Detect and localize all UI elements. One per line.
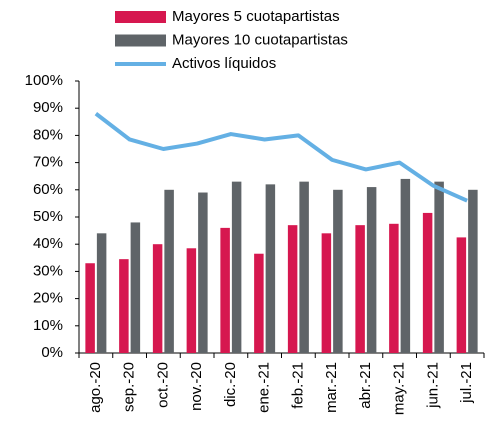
bar <box>287 225 298 353</box>
y-tick-label: 10% <box>33 317 63 334</box>
x-tick-label: mar.-21 <box>323 362 340 413</box>
bar <box>422 212 433 353</box>
bar <box>389 223 399 353</box>
bar <box>468 189 478 353</box>
bar <box>231 181 242 353</box>
bar <box>85 263 95 353</box>
y-tick-label: 20% <box>33 290 63 307</box>
bar <box>254 253 264 353</box>
bar <box>366 187 377 353</box>
x-tick-label: oct.-20 <box>154 362 171 408</box>
y-tick-label: 30% <box>33 262 63 279</box>
x-tick-label: feb.-21 <box>289 362 306 409</box>
legend-label: Mayores 5 cuotapartistas <box>172 8 340 25</box>
line <box>94 112 468 203</box>
x-tick-label: sep.-20 <box>121 362 138 412</box>
bar <box>198 192 208 353</box>
x-tick-label: nov.-20 <box>188 362 205 411</box>
y-tick-label: 60% <box>33 181 63 198</box>
y-tick-label: 90% <box>33 99 63 116</box>
bar <box>333 189 343 353</box>
bar <box>186 248 197 353</box>
bar <box>456 237 467 353</box>
y-tick-label: 0% <box>41 344 63 361</box>
y-tick-label: 70% <box>33 154 63 171</box>
bar <box>265 184 276 353</box>
x-tick-label: ago.-20 <box>87 362 104 413</box>
bar <box>152 244 163 353</box>
bar <box>400 178 411 353</box>
y-tick-label: 40% <box>33 235 63 252</box>
y-tick-label: 50% <box>33 208 63 225</box>
y-tick-label: 100% <box>25 72 63 89</box>
bar <box>96 233 107 353</box>
legend-swatch <box>115 34 166 47</box>
x-tick-label: abr.-21 <box>357 362 374 409</box>
bar <box>355 225 365 353</box>
legend-swatch <box>115 11 166 23</box>
x-tick-label: jul.-21 <box>458 362 475 404</box>
legend-label: Activos líquidos <box>172 55 276 72</box>
x-tick-label: jun.-21 <box>424 362 441 409</box>
bar <box>299 181 309 353</box>
bar <box>119 259 129 353</box>
y-tick-label: 80% <box>33 126 63 143</box>
x-tick-label: ene.-21 <box>256 362 273 413</box>
x-tick-label: may.-21 <box>391 362 408 415</box>
bar <box>321 233 332 353</box>
x-tick-label: dic.-20 <box>222 362 239 407</box>
bar <box>434 181 444 353</box>
bar <box>220 227 230 353</box>
bar <box>164 189 174 353</box>
bar <box>130 222 141 353</box>
legend-label: Mayores 10 cuotapartistas <box>172 31 348 48</box>
